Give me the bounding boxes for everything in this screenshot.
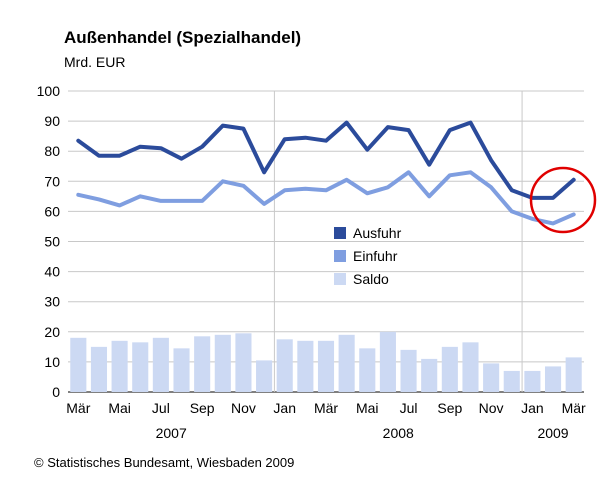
- legend-label-einfuhr: Einfuhr: [353, 248, 398, 264]
- x-tick-label: Jul: [152, 400, 170, 416]
- year-label: 2008: [383, 425, 414, 441]
- saldo-bar: [338, 334, 355, 392]
- chart-title: Außenhandel (Spezialhandel): [64, 28, 302, 47]
- saldo-bar: [379, 331, 396, 392]
- saldo-bar: [111, 340, 128, 392]
- saldo-bar: [462, 342, 479, 392]
- saldo-bar: [400, 349, 417, 392]
- x-tick-label: Mär: [314, 400, 338, 416]
- series-line-ausfuhr: [76, 120, 576, 200]
- saldo-bar: [565, 357, 582, 392]
- copyright-footer: © Statistisches Bundesamt, Wiesbaden 200…: [34, 455, 295, 470]
- x-tick-label: Mai: [356, 400, 379, 416]
- x-tick-label: Jul: [400, 400, 418, 416]
- legend-swatch-saldo: [334, 273, 346, 285]
- y-tick-label: 90: [44, 113, 60, 129]
- saldo-bar: [214, 334, 231, 392]
- saldo-bar: [276, 339, 293, 392]
- saldo-bar: [317, 340, 335, 392]
- saldo-bar: [235, 333, 252, 392]
- saldo-bar: [441, 346, 458, 392]
- year-label: 2007: [156, 425, 187, 441]
- y-tick-label: 60: [44, 203, 60, 219]
- legend-swatch-einfuhr: [334, 250, 346, 262]
- saldo-bar: [421, 358, 438, 392]
- x-tick-label: Sep: [190, 400, 215, 416]
- saldo-bar: [173, 348, 190, 392]
- y-tick-label: 30: [44, 294, 60, 310]
- saldo-bar: [90, 346, 108, 392]
- y-tick-label: 100: [37, 83, 61, 99]
- x-tick-label: Mär: [66, 400, 90, 416]
- year-label: 2009: [537, 425, 568, 441]
- x-tick-label: Sep: [437, 400, 462, 416]
- y-tick-label: 40: [44, 264, 60, 280]
- y-tick-label: 80: [44, 143, 60, 159]
- x-tick-label: Mär: [562, 400, 586, 416]
- saldo-bar: [503, 370, 520, 392]
- legend-swatch-ausfuhr: [334, 227, 346, 239]
- y-tick-label: 0: [52, 384, 60, 400]
- legend-label-ausfuhr: Ausfuhr: [353, 225, 402, 241]
- legend-label-saldo: Saldo: [353, 271, 389, 287]
- y-tick-label: 10: [44, 354, 60, 370]
- saldo-bar: [70, 337, 87, 392]
- saldo-bar: [359, 348, 376, 392]
- x-tick-label: Jan: [273, 400, 296, 416]
- saldo-bar: [256, 360, 273, 392]
- saldo-bar: [152, 337, 169, 392]
- x-tick-label: Mai: [108, 400, 131, 416]
- saldo-bar: [524, 370, 541, 392]
- saldo-bar: [483, 363, 500, 392]
- saldo-bar: [194, 336, 211, 392]
- x-tick-label: Nov: [479, 400, 504, 416]
- y-tick-label: 50: [44, 234, 60, 250]
- x-tick-label: Nov: [231, 400, 256, 416]
- y-tick-label: 20: [44, 324, 60, 340]
- x-tick-label: Jan: [521, 400, 544, 416]
- y-tick-label: 70: [44, 173, 60, 189]
- saldo-bar: [132, 342, 149, 392]
- chart-unit: Mrd. EUR: [64, 54, 126, 70]
- saldo-bar: [297, 340, 314, 392]
- highlight-circle: [529, 166, 597, 234]
- saldo-bar: [544, 366, 562, 392]
- series-line-einfuhr: [76, 170, 576, 226]
